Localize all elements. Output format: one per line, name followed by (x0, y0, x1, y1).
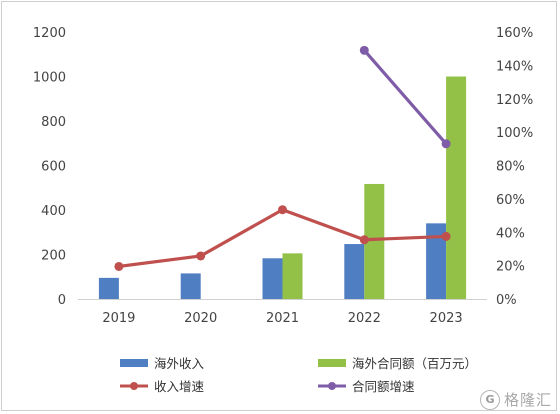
left-tick-label: 1200 (33, 26, 66, 41)
legend-marker (328, 382, 336, 390)
left-axis-ticks: 0 200 400 600 800 1000 1200 (33, 26, 66, 308)
bar (426, 223, 447, 299)
watermark-text: 格隆汇 (503, 391, 552, 409)
right-tick-label: 100% (496, 126, 533, 141)
right-tick-label: 60% (496, 193, 525, 208)
bar (364, 183, 385, 299)
bar (262, 258, 283, 299)
x-tick-label: 2022 (348, 311, 381, 326)
right-tick-label: 20% (496, 260, 525, 275)
data-point (441, 139, 451, 149)
data-point (278, 205, 287, 215)
left-tick-label: 800 (41, 115, 66, 130)
bar (344, 244, 365, 299)
left-tick-label: 400 (41, 204, 66, 219)
legend-swatch (318, 359, 346, 367)
data-point (114, 261, 124, 271)
legend-label: 收入增速 (154, 379, 205, 394)
right-tick-label: 160% (496, 26, 533, 41)
right-tick-label: 40% (496, 226, 525, 241)
left-tick-label: 200 (41, 249, 66, 264)
right-tick-label: 140% (496, 59, 533, 74)
legend: 海外收入 海外合同额（百万元） 收入增速 合同额增速 (120, 356, 477, 394)
legend-label: 海外合同额（百万元） (352, 356, 477, 371)
data-point (196, 251, 206, 261)
bars (98, 76, 467, 299)
right-tick-label: 80% (496, 160, 525, 175)
watermark: G 格隆汇 (479, 389, 552, 410)
left-tick-label: 0 (58, 293, 66, 308)
data-point (441, 231, 451, 241)
right-tick-label: 120% (496, 93, 533, 108)
bar (282, 253, 303, 299)
bar (98, 277, 119, 299)
legend-label: 海外收入 (154, 356, 205, 371)
watermark-logo-icon: G (479, 389, 500, 410)
x-tick-label: 2021 (266, 311, 299, 326)
legend-swatch (120, 359, 148, 367)
bar (180, 273, 201, 299)
data-point (359, 235, 369, 245)
x-tick-label: 2020 (184, 311, 217, 326)
left-tick-label: 1000 (33, 71, 66, 86)
legend-marker (130, 382, 138, 390)
series-line (363, 49, 448, 145)
right-tick-label: 0% (496, 293, 517, 308)
left-tick-label: 600 (41, 160, 66, 175)
right-axis-ticks: 0% 20% 40% 60% 80% 100% 120% 140% 160% (496, 26, 533, 308)
lines (114, 45, 451, 271)
x-tick-label: 2019 (102, 311, 135, 326)
bar (446, 76, 467, 299)
x-tick-label: 2023 (430, 311, 463, 326)
data-point (359, 45, 369, 55)
legend-label: 合同额增速 (352, 379, 415, 394)
x-axis-ticks: 2019 2020 2021 2022 2023 (102, 311, 462, 326)
